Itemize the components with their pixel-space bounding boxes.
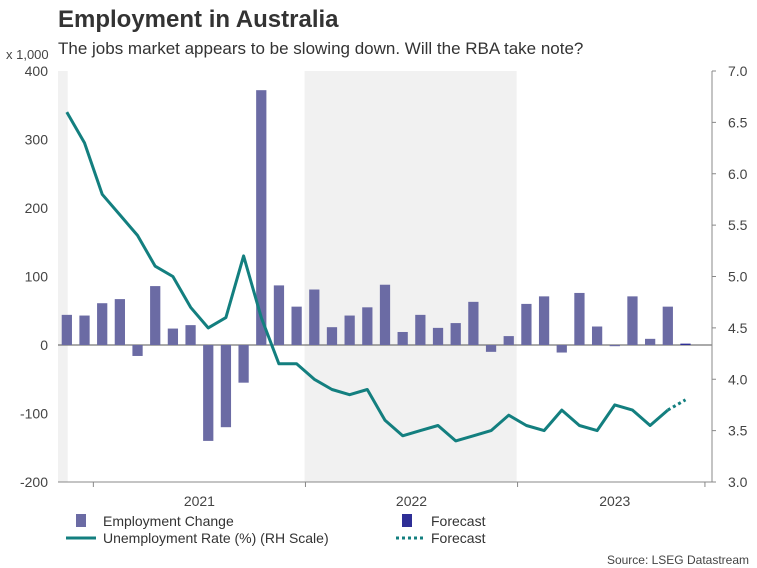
employment-bar-2022-02 bbox=[326, 327, 338, 345]
left-axis-scale-label: x 1,000 bbox=[6, 47, 49, 62]
source-note: Source: LSEG Datastream bbox=[606, 553, 749, 567]
employment-bar-2020-11 bbox=[61, 314, 72, 345]
employment-bar-2021-05 bbox=[167, 328, 179, 345]
right-tick-label: 7.0 bbox=[728, 63, 748, 79]
employment-bar-2021-08 bbox=[220, 345, 232, 428]
employment-bar-2020-12 bbox=[79, 315, 90, 345]
employment-bar-2021-01 bbox=[97, 303, 108, 345]
right-tick-label: 6.0 bbox=[728, 166, 748, 182]
employment-bar-2023-04 bbox=[574, 292, 585, 345]
line-series bbox=[65, 111, 687, 443]
employment-bar-2023-01 bbox=[521, 303, 532, 345]
employment-bar-2022-07 bbox=[415, 314, 426, 345]
forecast-line bbox=[667, 398, 687, 412]
left-tick-label: 100 bbox=[25, 269, 49, 285]
right-tick-label: 4.5 bbox=[728, 320, 748, 336]
employment-bar-2021-07 bbox=[203, 345, 214, 441]
employment-bar-2023-03 bbox=[556, 345, 567, 353]
employment-bar-2021-02 bbox=[114, 299, 125, 345]
legend: Employment Change Forecast Unemployment … bbox=[66, 513, 486, 546]
forecast-bar-2023-10 bbox=[680, 343, 691, 345]
unemployment-rate-line bbox=[65, 111, 669, 443]
employment-bar-2022-04 bbox=[362, 307, 373, 345]
legend-label-unemployment: Unemployment Rate (%) (RH Scale) bbox=[103, 530, 329, 546]
employment-bar-2021-03 bbox=[132, 345, 143, 356]
right-tick-label: 6.5 bbox=[728, 114, 748, 130]
bar-series bbox=[61, 90, 691, 441]
left-tick-label: 200 bbox=[25, 200, 49, 216]
employment-bar-2023-02 bbox=[538, 296, 550, 345]
employment-bar-2021-09 bbox=[238, 345, 249, 383]
employment-bar-2022-12 bbox=[503, 336, 514, 345]
employment-bar-2022-09 bbox=[450, 323, 461, 345]
employment-bar-2023-07 bbox=[627, 296, 638, 345]
employment-bar-2023-05 bbox=[591, 326, 603, 345]
employment-bar-2021-04 bbox=[150, 286, 161, 345]
left-tick-label: -200 bbox=[20, 474, 48, 490]
x-tick-label-2022: 2022 bbox=[396, 493, 427, 509]
employment-bar-2023-08 bbox=[645, 338, 656, 345]
right-tick-label: 4.0 bbox=[728, 371, 748, 387]
shaded-periods bbox=[58, 71, 517, 482]
legend-swatch-forecast-bar bbox=[402, 514, 412, 527]
right-tick-label: 5.0 bbox=[728, 269, 748, 285]
x-tick-label-2023: 2023 bbox=[599, 493, 630, 509]
legend-label-forecast-bar: Forecast bbox=[431, 513, 486, 529]
legend-label-employment: Employment Change bbox=[103, 513, 234, 529]
right-tick-label: 5.5 bbox=[728, 217, 748, 233]
employment-bar-2021-11 bbox=[273, 285, 285, 345]
chart-subtitle: The jobs market appears to be slowing do… bbox=[58, 39, 584, 58]
shade-2022 bbox=[304, 71, 517, 482]
employment-bar-2021-06 bbox=[185, 325, 196, 345]
employment-bar-2022-10 bbox=[468, 301, 479, 345]
right-tick-label: 3.0 bbox=[728, 474, 748, 490]
left-tick-label: -100 bbox=[20, 406, 48, 422]
legend-swatch-employment bbox=[76, 514, 86, 527]
right-tick-label: 3.5 bbox=[728, 423, 748, 439]
left-tick-label: 300 bbox=[25, 132, 49, 148]
chart-title: Employment in Australia bbox=[58, 6, 339, 33]
employment-bar-2023-09 bbox=[662, 306, 673, 345]
axes: -200 -100 0 100 200 300 400 3.0 3.5 4.0 4.5 5.0 5.5 6… bbox=[20, 63, 748, 509]
left-tick-label: 400 bbox=[25, 63, 49, 79]
legend-label-forecast-line: Forecast bbox=[431, 530, 486, 546]
employment-bar-2023-06 bbox=[609, 345, 620, 347]
employment-bar-2022-06 bbox=[397, 331, 408, 345]
left-tick-label: 0 bbox=[40, 337, 48, 353]
employment-bar-2021-10 bbox=[256, 90, 267, 346]
employment-bar-2021-12 bbox=[291, 306, 302, 345]
x-tick-label-2021: 2021 bbox=[184, 493, 215, 509]
employment-bar-2022-11 bbox=[485, 345, 497, 352]
employment-bar-2022-01 bbox=[309, 289, 320, 345]
employment-bar-2022-08 bbox=[432, 327, 444, 345]
employment-bar-2022-05 bbox=[379, 284, 391, 345]
employment-bar-2022-03 bbox=[344, 315, 355, 345]
shade-pre-2021 bbox=[58, 71, 68, 482]
